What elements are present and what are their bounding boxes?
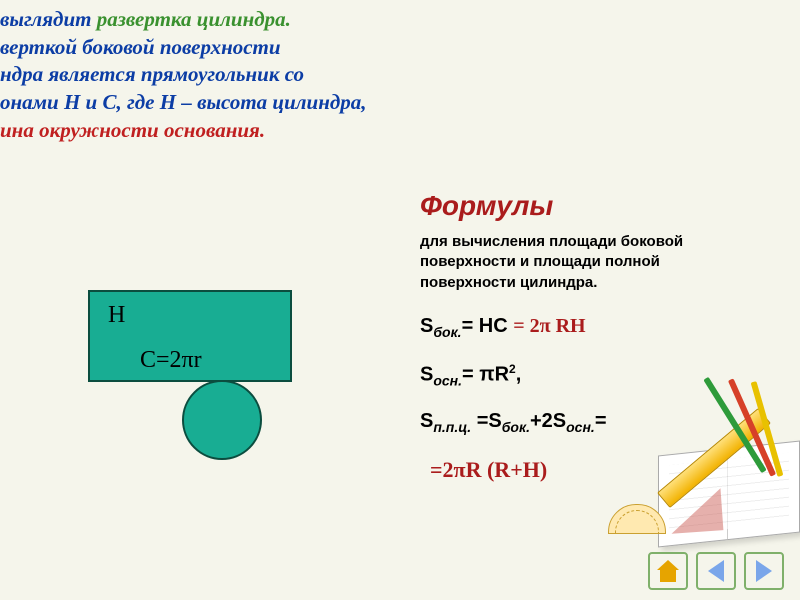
sbok-S: S: [420, 315, 433, 337]
formula-sosn: Sосн.= πR2,: [420, 362, 780, 389]
sfull-mid2: +2S: [530, 410, 566, 432]
intro-line1a: выглядит: [0, 7, 97, 31]
sfull-sub3: осн.: [566, 419, 595, 435]
arrow-left-icon: [708, 560, 724, 582]
sosn-sub: осн.: [433, 372, 462, 388]
intro-line3: ндра является прямоугольник со: [0, 61, 460, 89]
sosn-mid: = πR: [462, 363, 509, 385]
sosn-end: ,: [516, 363, 522, 385]
home-button[interactable]: [648, 552, 688, 590]
set-square-icon: [669, 488, 724, 534]
sbok-red: = 2π RH: [513, 315, 585, 337]
sfull-end: =: [595, 410, 607, 432]
formulas-subtitle: для вычисления площади боковой поверхнос…: [420, 232, 740, 293]
sbok-sub: бок.: [433, 324, 461, 340]
circle-base: [182, 380, 262, 460]
formulas-title: Формулы: [420, 190, 780, 222]
label-H: H: [108, 302, 125, 329]
rectangle-net: H C=2πr: [88, 290, 292, 382]
next-button[interactable]: [744, 552, 784, 590]
cylinder-net-diagram: H C=2πr: [88, 290, 292, 382]
intro-line1b: развертка цилиндра.: [97, 7, 291, 31]
intro-line2: верткой боковой поверхности: [0, 34, 460, 62]
label-C: C=2πr: [140, 347, 202, 374]
intro-text: выглядит развертка цилиндра. верткой бок…: [0, 6, 460, 145]
sfull-S: S: [420, 410, 433, 432]
intro-line5: ина окружности основания.: [0, 117, 460, 145]
nav-buttons: [648, 552, 784, 590]
sfull-sub2: бок.: [502, 419, 530, 435]
stationery-decoration: [610, 390, 800, 540]
formula-sbok: Sбок.= HC = 2π RH: [420, 315, 780, 340]
sosn-S: S: [420, 363, 433, 385]
sfull-sub1: п.п.ц.: [433, 419, 471, 435]
arrow-right-icon: [756, 560, 772, 582]
prev-button[interactable]: [696, 552, 736, 590]
sfull-mid1: =S: [471, 410, 502, 432]
sosn-sq: 2: [509, 362, 516, 376]
sbok-mid: = HC: [462, 315, 514, 337]
intro-line4: онами H и C, где H – высота цилиндра,: [0, 89, 460, 117]
home-icon: [657, 560, 679, 582]
